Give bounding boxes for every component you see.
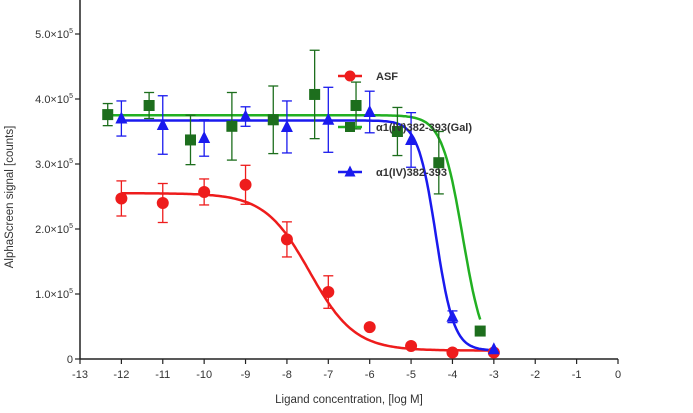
triangle-marker	[156, 118, 169, 130]
square-marker	[309, 88, 321, 100]
square-marker	[433, 157, 445, 169]
x-tick-label: -6	[365, 369, 375, 381]
legend-label: ASF	[376, 71, 398, 83]
square-marker	[267, 114, 279, 126]
legend-label: α1(IV)382-393	[376, 167, 447, 179]
triangle-marker	[405, 132, 418, 145]
x-tick-label: 0	[615, 369, 621, 381]
x-tick-label: -5	[406, 369, 416, 381]
circle-marker	[156, 197, 169, 209]
x-tick-label: -4	[448, 369, 458, 381]
square-marker	[350, 100, 362, 111]
y-tick-label: 1.0×105	[35, 288, 73, 301]
circle-marker	[239, 178, 252, 191]
y-tick-label: 5.0×105	[35, 28, 73, 41]
triangle-marker	[198, 131, 211, 143]
square-marker	[226, 120, 238, 132]
square-marker	[102, 109, 114, 121]
triangle-marker	[446, 309, 459, 322]
triangle-marker	[280, 119, 293, 132]
square-marker	[184, 134, 196, 146]
y-tick-label: 3.0×105	[35, 158, 73, 171]
circle-marker	[344, 70, 356, 82]
circle-marker	[446, 346, 459, 359]
square-marker	[474, 325, 486, 337]
x-tick-label: -1	[572, 369, 582, 381]
fit-curves	[107, 114, 494, 352]
square-marker	[345, 122, 355, 132]
y-tick-label: 2.0×105	[35, 223, 73, 236]
x-tick-label: -12	[113, 369, 129, 381]
x-tick-label: -7	[323, 369, 333, 381]
x-axis-label: Ligand concentration, [log M]	[275, 394, 423, 406]
triangle-marker	[344, 165, 356, 177]
x-tick-label: -3	[489, 369, 499, 381]
x-tick-label: -2	[530, 369, 540, 381]
axes: -13 -12 -11 -10 -9 -8 -7 -6 -5 -4 -3 -2 -1 001.0×1052…	[35, 0, 621, 381]
data-points	[102, 49, 500, 359]
circle-marker	[115, 192, 128, 205]
fit-curve-1	[107, 114, 482, 320]
circle-marker	[322, 286, 335, 299]
triangle-marker	[322, 112, 335, 125]
triangle-marker	[239, 109, 252, 122]
triangle-marker	[115, 111, 128, 124]
y-axis-label: AlphaScreen signal [counts]	[4, 126, 16, 269]
y-tick-label: 0	[67, 354, 73, 366]
x-tick-label: -11	[155, 369, 170, 381]
x-tick-label: -8	[282, 369, 292, 381]
circle-marker	[198, 185, 211, 198]
y-tick-label: 4.0×105	[35, 93, 73, 106]
fit-curve-0	[121, 192, 494, 352]
fit-curve-2	[121, 119, 494, 352]
x-tick-label: -13	[72, 369, 88, 381]
triangle-marker	[487, 342, 500, 355]
x-tick-label: -10	[196, 369, 212, 381]
x-tick-label: -9	[241, 369, 251, 381]
circle-marker	[280, 233, 293, 246]
square-marker	[391, 126, 403, 137]
square-marker	[143, 100, 155, 111]
circle-marker	[363, 321, 376, 334]
triangle-marker	[363, 105, 376, 117]
legend: ASF α1(IV)382-393(Gal) α1(IV)382-393	[338, 70, 472, 179]
circle-marker	[405, 340, 418, 352]
legend-label: α1(IV)382-393(Gal)	[376, 122, 472, 134]
